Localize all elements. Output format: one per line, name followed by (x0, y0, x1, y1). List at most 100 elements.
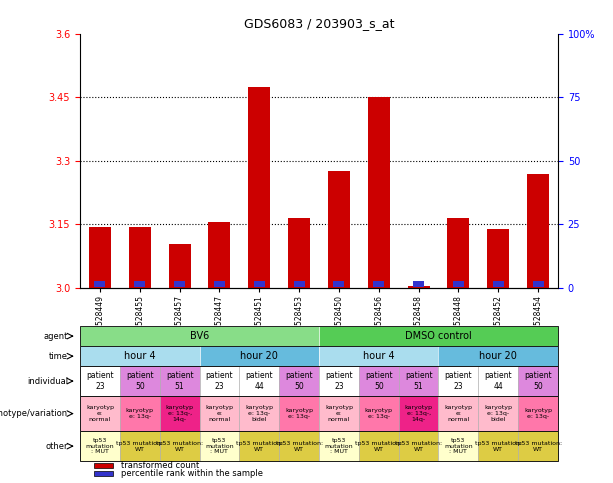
Bar (333, 281, 345, 287)
Text: karyotyp
e:
normal: karyotyp e: normal (325, 405, 353, 422)
Bar (453, 281, 464, 287)
Bar (319, 326, 558, 346)
Text: karyotyp
e: 13q-: karyotyp e: 13q- (524, 408, 552, 419)
Bar (478, 366, 518, 396)
Bar (239, 431, 279, 461)
Bar (398, 431, 438, 461)
Bar (447, 218, 470, 288)
Text: karyotyp
e:
normal: karyotyp e: normal (205, 405, 234, 422)
Text: patient
50: patient 50 (285, 371, 313, 391)
Bar (199, 346, 319, 366)
Bar (478, 396, 518, 431)
Text: karyotyp
e: 13q-,
14q-: karyotyp e: 13q-, 14q- (166, 405, 194, 422)
Bar (413, 281, 424, 287)
Bar (199, 431, 239, 461)
Bar (438, 366, 478, 396)
Bar (279, 431, 319, 461)
Text: tp53
mutation
: MUT: tp53 mutation : MUT (444, 438, 473, 455)
Bar (129, 227, 151, 288)
Bar (159, 396, 199, 431)
Text: patient
23: patient 23 (325, 371, 352, 391)
Text: hour 20: hour 20 (240, 351, 278, 361)
Bar (80, 396, 558, 431)
Text: tp53
mutation
: MUT: tp53 mutation : MUT (86, 438, 114, 455)
Text: tp53 mutation:
WT: tp53 mutation: WT (116, 440, 163, 452)
Bar (359, 366, 398, 396)
Bar (134, 281, 145, 287)
Text: tp53
mutation
: MUT: tp53 mutation : MUT (325, 438, 353, 455)
Text: time: time (49, 352, 68, 361)
Bar (438, 346, 558, 366)
Bar (239, 366, 279, 396)
Text: BV6: BV6 (190, 331, 209, 341)
Bar (527, 173, 549, 288)
Bar (80, 326, 558, 346)
Text: hour 4: hour 4 (363, 351, 395, 361)
Text: patient
23: patient 23 (205, 371, 233, 391)
Text: transformed count: transformed count (121, 461, 199, 470)
Bar (159, 366, 199, 396)
Bar (80, 346, 558, 366)
Text: tp53 mutation:
WT: tp53 mutation: WT (474, 440, 522, 452)
Bar (254, 281, 265, 287)
Bar (279, 366, 319, 396)
Text: patient
50: patient 50 (365, 371, 392, 391)
Bar (487, 228, 509, 288)
Bar (533, 281, 544, 287)
Text: other: other (45, 441, 68, 451)
Bar (518, 396, 558, 431)
Bar (239, 396, 279, 431)
Bar (80, 431, 120, 461)
Text: karyotyp
e:
normal: karyotyp e: normal (86, 405, 114, 422)
Text: hour 20: hour 20 (479, 351, 517, 361)
Text: tp53 mutation:
WT: tp53 mutation: WT (275, 440, 322, 452)
Text: tp53 mutation:
WT: tp53 mutation: WT (355, 440, 402, 452)
Text: karyotyp
e: 13q-
bidel: karyotyp e: 13q- bidel (245, 405, 273, 422)
Bar (80, 326, 319, 346)
Bar (493, 281, 504, 287)
Bar (319, 396, 359, 431)
Bar (174, 281, 185, 287)
Bar (294, 281, 305, 287)
Text: karyotyp
e: 13q-: karyotyp e: 13q- (365, 408, 393, 419)
Bar (319, 431, 359, 461)
Bar (80, 366, 558, 396)
Bar (373, 281, 384, 287)
Bar (199, 396, 239, 431)
Text: genotype/variation: genotype/variation (0, 409, 68, 418)
Text: DMSO control: DMSO control (405, 331, 472, 341)
Bar (288, 218, 310, 288)
Bar (398, 366, 438, 396)
Text: karyotyp
e: 13q-: karyotyp e: 13q- (126, 408, 154, 419)
Text: patient
44: patient 44 (245, 371, 273, 391)
Title: GDS6083 / 203903_s_at: GDS6083 / 203903_s_at (244, 17, 394, 30)
Text: karyotyp
e:
normal: karyotyp e: normal (444, 405, 473, 422)
Bar (214, 281, 225, 287)
Bar (359, 431, 398, 461)
Bar (518, 366, 558, 396)
Bar (169, 243, 191, 288)
Text: karyotyp
e: 13q-: karyotyp e: 13q- (285, 408, 313, 419)
Text: karyotyp
e: 13q-
bidel: karyotyp e: 13q- bidel (484, 405, 512, 422)
Bar (368, 98, 390, 288)
Bar (120, 396, 159, 431)
Bar (80, 366, 120, 396)
Bar (199, 366, 239, 396)
Bar (518, 431, 558, 461)
Bar (408, 286, 430, 288)
Bar (248, 87, 270, 288)
Text: percentile rank within the sample: percentile rank within the sample (121, 469, 262, 478)
Text: individual: individual (27, 377, 68, 385)
Text: patient
51: patient 51 (166, 371, 193, 391)
Bar (80, 431, 558, 461)
Bar (120, 366, 159, 396)
Bar (478, 431, 518, 461)
Text: hour 4: hour 4 (124, 351, 156, 361)
Bar (80, 346, 199, 366)
Bar (398, 396, 438, 431)
Bar (438, 431, 478, 461)
Bar (359, 396, 398, 431)
Bar (94, 463, 113, 468)
Text: patient
23: patient 23 (86, 371, 114, 391)
Text: patient
50: patient 50 (126, 371, 154, 391)
